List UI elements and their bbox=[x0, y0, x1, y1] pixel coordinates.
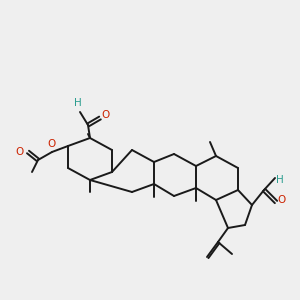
Text: O: O bbox=[48, 139, 56, 149]
Text: H: H bbox=[74, 98, 82, 108]
Text: O: O bbox=[101, 110, 109, 120]
Text: O: O bbox=[277, 195, 285, 205]
Text: O: O bbox=[16, 147, 24, 157]
Text: H: H bbox=[276, 175, 284, 185]
